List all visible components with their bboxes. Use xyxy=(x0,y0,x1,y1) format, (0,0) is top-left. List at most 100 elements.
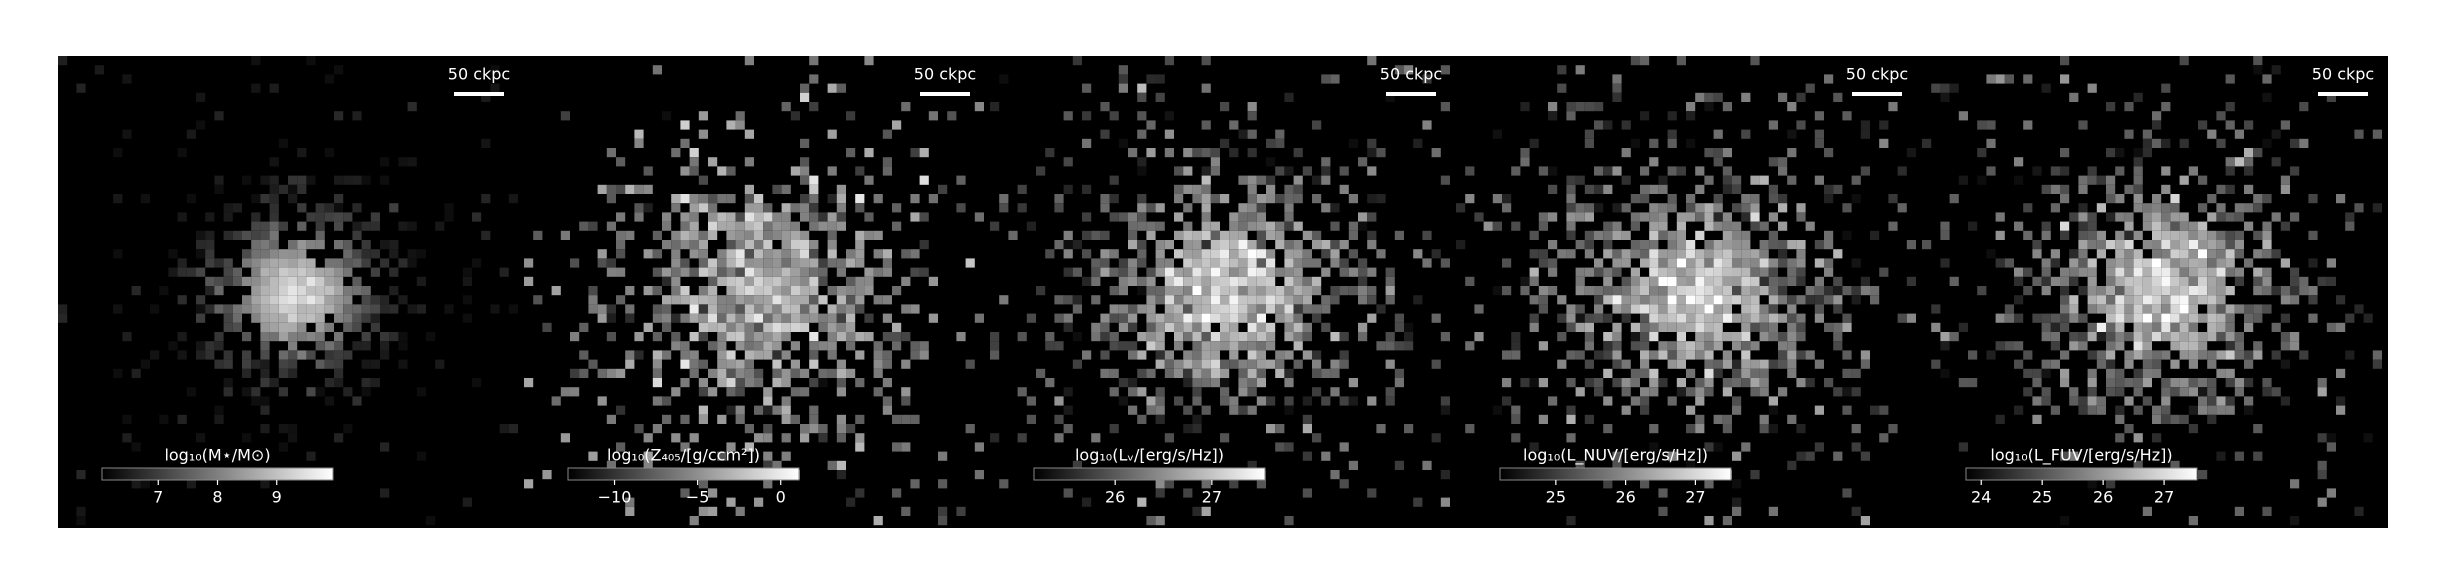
pixel xyxy=(1201,286,1211,296)
pixel xyxy=(2069,304,2079,314)
pixel xyxy=(689,221,699,231)
pixel xyxy=(2244,304,2254,314)
pixel xyxy=(214,304,224,314)
pixel xyxy=(2124,212,2134,222)
pixel xyxy=(1220,249,1230,259)
pixel xyxy=(389,240,399,250)
pixel xyxy=(278,322,288,332)
pixel xyxy=(242,433,252,443)
pixel xyxy=(2133,258,2143,268)
pixel xyxy=(772,286,782,296)
pixel xyxy=(2152,276,2162,286)
pixel xyxy=(131,286,141,296)
pixel xyxy=(2170,258,2180,268)
pixel xyxy=(1603,368,1613,378)
pixel xyxy=(1082,230,1092,240)
pixel xyxy=(1109,332,1119,342)
pixel xyxy=(597,258,607,268)
pixel xyxy=(1394,378,1404,388)
pixel xyxy=(2216,313,2226,323)
pixel xyxy=(1704,479,1714,489)
colorbar-tick-label: 27 xyxy=(2154,488,2174,507)
pixel xyxy=(1210,332,1220,342)
pixel xyxy=(1759,267,1769,277)
pixel xyxy=(1603,276,1613,286)
pixel xyxy=(882,249,892,259)
pixel xyxy=(2179,313,2189,323)
pixel xyxy=(2161,396,2171,406)
pixel xyxy=(260,194,270,204)
pixel xyxy=(1164,148,1174,158)
pixel xyxy=(892,322,902,332)
scalebar-label: 50 ckpc xyxy=(448,65,510,84)
pixel xyxy=(1713,368,1723,378)
pixel xyxy=(2152,240,2162,250)
pixel xyxy=(1238,313,1248,323)
pixel xyxy=(1256,258,1266,268)
pixel xyxy=(1155,332,1165,342)
pixel xyxy=(1686,295,1696,305)
pixel xyxy=(2078,184,2088,194)
pixel xyxy=(800,138,810,148)
pixel xyxy=(2244,396,2254,406)
pixel xyxy=(818,368,828,378)
pixel xyxy=(2280,396,2290,406)
pixel xyxy=(560,387,570,397)
pixel xyxy=(2078,230,2088,240)
pixel xyxy=(1732,175,1742,185)
pixel xyxy=(2326,258,2336,268)
pixel xyxy=(754,304,764,314)
pixel xyxy=(1649,424,1659,434)
pixel xyxy=(1768,313,1778,323)
pixel xyxy=(1220,304,1230,314)
pixel xyxy=(735,286,745,296)
pixel xyxy=(1584,240,1594,250)
pixel xyxy=(1704,516,1714,526)
pixel xyxy=(625,184,635,194)
pixel xyxy=(1256,322,1266,332)
pixel xyxy=(1603,120,1613,130)
pixel xyxy=(809,405,819,415)
pixel xyxy=(827,322,837,332)
pixel xyxy=(2225,332,2235,342)
pixel xyxy=(2142,295,2152,305)
pixel xyxy=(1995,414,2005,424)
pixel xyxy=(1750,322,1760,332)
pixel xyxy=(288,194,298,204)
pixel xyxy=(1566,516,1576,526)
pixel xyxy=(938,451,948,461)
pixel xyxy=(2326,322,2336,332)
pixel xyxy=(1348,378,1358,388)
pixel xyxy=(1958,322,1968,332)
pixel xyxy=(1860,451,1870,461)
pixel xyxy=(1768,276,1778,286)
pixel xyxy=(1787,368,1797,378)
pixel xyxy=(2032,396,2042,406)
pixel xyxy=(2161,304,2171,314)
pixel xyxy=(790,276,800,286)
pixel xyxy=(1612,267,1622,277)
pixel xyxy=(754,368,764,378)
pixel xyxy=(1686,138,1696,148)
pixel xyxy=(2262,387,2272,397)
pixel xyxy=(1741,249,1751,259)
pixel xyxy=(2050,359,2060,369)
pixel xyxy=(990,341,1000,351)
pixel xyxy=(1575,276,1585,286)
pixel xyxy=(1385,341,1395,351)
pixel xyxy=(2207,295,2217,305)
pixel xyxy=(1768,359,1778,369)
pixel xyxy=(2152,405,2162,415)
pixel xyxy=(744,359,754,369)
pixel xyxy=(352,396,362,406)
pixel xyxy=(1824,148,1834,158)
pixel xyxy=(1557,313,1567,323)
pixel xyxy=(1256,240,1266,250)
pixel xyxy=(999,295,1009,305)
pixel xyxy=(1630,240,1640,250)
pixel xyxy=(1778,221,1788,231)
pixel xyxy=(698,405,708,415)
pixel xyxy=(1238,341,1248,351)
pixel xyxy=(1358,212,1368,222)
pixel xyxy=(1612,74,1622,84)
